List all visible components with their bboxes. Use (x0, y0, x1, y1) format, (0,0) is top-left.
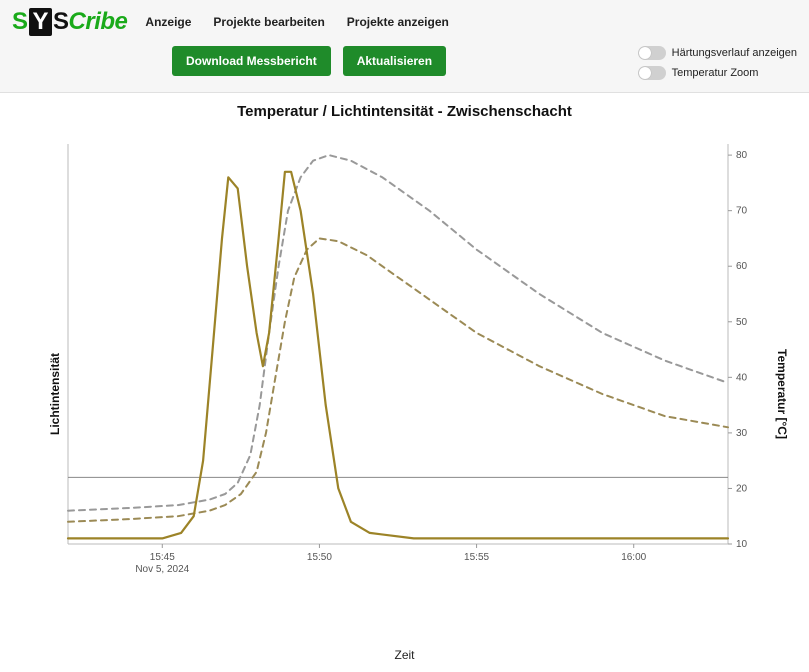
svg-text:30: 30 (736, 428, 748, 439)
svg-text:15:55: 15:55 (464, 552, 489, 563)
svg-text:50: 50 (736, 317, 748, 328)
svg-text:15:50: 15:50 (307, 552, 332, 563)
toggle-hardening-switch[interactable] (638, 46, 666, 60)
logo-part-y: Y (29, 8, 53, 36)
toggle-zoom: Temperatur Zoom (638, 66, 797, 80)
nav-item-anzeige[interactable]: Anzeige (145, 15, 191, 29)
toggle-hardening-label: Härtungsverlauf anzeigen (672, 47, 797, 59)
nav-item-projekte-anzeigen[interactable]: Projekte anzeigen (347, 15, 449, 29)
header-top-row: S Y S Cribe Anzeige Projekte bearbeiten … (12, 8, 797, 36)
app-header: S Y S Cribe Anzeige Projekte bearbeiten … (0, 0, 809, 93)
nav-bar: Anzeige Projekte bearbeiten Projekte anz… (145, 15, 448, 29)
svg-text:Nov 5, 2024: Nov 5, 2024 (135, 564, 189, 575)
logo-part-s1: S (12, 8, 28, 36)
svg-text:70: 70 (736, 206, 748, 217)
header-second-row: Download Messbericht Aktualisieren Härtu… (12, 46, 797, 80)
chart-svg: 10 20 30 40 50 60 70 80 15:45Nov 5, 2024 15:50 15:… (62, 134, 762, 594)
refresh-button[interactable]: Aktualisieren (343, 46, 446, 76)
y2-axis-label: Temperatur [°C] (775, 349, 789, 439)
svg-text:16:00: 16:00 (621, 552, 646, 563)
chart-container: Lichtintensität Temperatur [°C] Zeit 10 2… (12, 124, 797, 664)
logo: S Y S Cribe (12, 8, 127, 36)
download-report-button[interactable]: Download Messbericht (172, 46, 331, 76)
x-axis-label: Zeit (394, 648, 414, 662)
nav-item-projekte-bearbeiten[interactable]: Projekte bearbeiten (213, 15, 324, 29)
chart-area: Temperatur / Lichtintensität - Zwischens… (0, 93, 809, 672)
toggle-zoom-label: Temperatur Zoom (672, 67, 759, 79)
svg-text:80: 80 (736, 150, 748, 161)
y1-axis-label: Lichtintensität (48, 353, 62, 435)
svg-text:60: 60 (736, 261, 748, 272)
logo-part-s2: S (53, 8, 69, 36)
toggle-zoom-switch[interactable] (638, 66, 666, 80)
toggle-hardening: Härtungsverlauf anzeigen (638, 46, 797, 60)
logo-part-tail: Cribe (69, 8, 128, 36)
chart-title: Temperatur / Lichtintensität - Zwischens… (12, 103, 797, 120)
svg-text:20: 20 (736, 483, 748, 494)
toggle-group: Härtungsverlauf anzeigen Temperatur Zoom (638, 46, 797, 80)
svg-text:40: 40 (736, 372, 748, 383)
svg-text:15:45: 15:45 (150, 552, 175, 563)
button-row: Download Messbericht Aktualisieren (172, 46, 446, 76)
svg-text:10: 10 (736, 539, 748, 550)
